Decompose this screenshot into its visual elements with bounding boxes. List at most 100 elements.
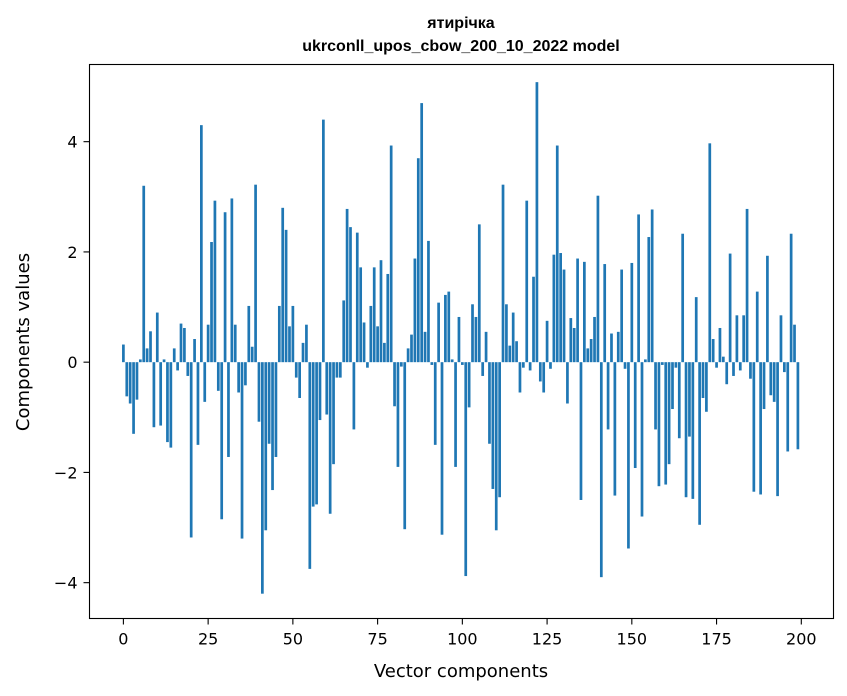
bar-90 bbox=[427, 240, 430, 363]
bar-194 bbox=[779, 315, 783, 363]
bar-73 bbox=[369, 305, 373, 363]
bar-161 bbox=[667, 362, 671, 465]
bar-62 bbox=[332, 362, 335, 465]
bar-13 bbox=[166, 362, 169, 443]
bar-166 bbox=[684, 362, 688, 498]
bar-1 bbox=[125, 362, 129, 397]
bar-91 bbox=[430, 362, 434, 365]
bar-173 bbox=[708, 143, 712, 363]
bar-110 bbox=[494, 362, 498, 531]
bar-141 bbox=[599, 362, 603, 578]
bar-113 bbox=[505, 304, 508, 363]
bar-130 bbox=[562, 269, 566, 363]
bar-114 bbox=[508, 345, 512, 363]
bar-165 bbox=[681, 233, 685, 363]
bar-143 bbox=[606, 362, 610, 430]
bar-198 bbox=[793, 324, 796, 363]
bar-99 bbox=[457, 316, 461, 363]
bar-46 bbox=[277, 305, 281, 363]
bar-120 bbox=[528, 362, 532, 371]
bar-174 bbox=[711, 339, 715, 363]
bar-122 bbox=[535, 82, 539, 363]
bar-131 bbox=[566, 362, 569, 404]
bar-124 bbox=[542, 362, 546, 393]
x-tick-label-2: 50 bbox=[283, 630, 303, 649]
bar-94 bbox=[440, 362, 444, 535]
bar-144 bbox=[610, 333, 613, 363]
bar-192 bbox=[772, 362, 776, 402]
bar-112 bbox=[501, 184, 505, 363]
bar-33 bbox=[233, 324, 237, 363]
bar-44 bbox=[271, 362, 274, 491]
bar-28 bbox=[216, 362, 220, 391]
bar-48 bbox=[284, 229, 288, 363]
bar-80 bbox=[393, 362, 396, 407]
bar-67 bbox=[349, 227, 352, 363]
bar-86 bbox=[413, 258, 417, 363]
bar-123 bbox=[538, 362, 542, 382]
bar-162 bbox=[671, 362, 674, 410]
bar-29 bbox=[220, 362, 224, 520]
bar-136 bbox=[583, 261, 586, 363]
x-tick-label-7: 175 bbox=[701, 630, 732, 649]
bar-170 bbox=[698, 362, 701, 525]
bar-185 bbox=[749, 362, 752, 379]
bar-68 bbox=[352, 362, 356, 430]
bar-107 bbox=[484, 331, 488, 363]
bar-31 bbox=[227, 362, 230, 457]
bar-183 bbox=[742, 315, 746, 363]
bar-25 bbox=[206, 324, 210, 363]
bar-88 bbox=[420, 103, 424, 363]
bar-24 bbox=[203, 362, 207, 402]
bar-55 bbox=[308, 362, 312, 569]
bar-21 bbox=[193, 339, 196, 363]
bar-199 bbox=[796, 362, 800, 450]
bar-133 bbox=[572, 327, 576, 363]
bar-128 bbox=[555, 145, 559, 363]
y-tick-label-4: 4 bbox=[67, 133, 77, 152]
bar-139 bbox=[593, 316, 596, 363]
bar-22 bbox=[196, 362, 200, 445]
bar-142 bbox=[603, 264, 607, 363]
bar-176 bbox=[718, 327, 722, 363]
x-tick-label-3: 75 bbox=[367, 630, 387, 649]
bar-152 bbox=[637, 214, 640, 363]
bar-41 bbox=[261, 362, 264, 594]
bar-106 bbox=[481, 362, 485, 376]
bar-87 bbox=[416, 158, 420, 363]
bar-178 bbox=[725, 362, 729, 385]
bar-52 bbox=[298, 362, 301, 398]
y-axis-label: Components values bbox=[13, 253, 34, 431]
x-tick-label-5: 125 bbox=[532, 630, 563, 649]
bar-26 bbox=[210, 242, 213, 363]
bar-37 bbox=[247, 305, 251, 363]
bar-137 bbox=[586, 348, 590, 363]
bar-39 bbox=[254, 184, 257, 363]
bar-191 bbox=[769, 362, 773, 396]
bar-111 bbox=[498, 362, 501, 498]
bar-69 bbox=[355, 232, 359, 363]
bar-64 bbox=[338, 362, 342, 378]
bar-70 bbox=[359, 267, 363, 363]
bar-19 bbox=[186, 362, 190, 376]
bar-30 bbox=[223, 212, 227, 363]
chart-title-line2: ukrconll_upos_cbow_200_10_2022 model bbox=[302, 38, 619, 55]
bar-100 bbox=[460, 362, 464, 365]
bar-138 bbox=[589, 339, 593, 363]
bar-9 bbox=[152, 362, 156, 428]
bar-140 bbox=[596, 195, 600, 363]
x-tick-label-6: 150 bbox=[617, 630, 648, 649]
bar-153 bbox=[640, 362, 644, 517]
bar-155 bbox=[647, 237, 651, 363]
bar-118 bbox=[522, 362, 525, 368]
bar-6 bbox=[142, 185, 146, 363]
bar-154 bbox=[644, 359, 647, 363]
y-tick-label-0: −4 bbox=[54, 574, 78, 593]
plot-frame bbox=[88, 63, 835, 620]
bar-60 bbox=[325, 362, 329, 415]
bar-38 bbox=[250, 346, 254, 363]
bar-151 bbox=[633, 362, 637, 469]
bar-89 bbox=[423, 331, 427, 363]
chart-title-line1: ятирічка bbox=[426, 15, 495, 32]
bar-159 bbox=[660, 362, 664, 365]
